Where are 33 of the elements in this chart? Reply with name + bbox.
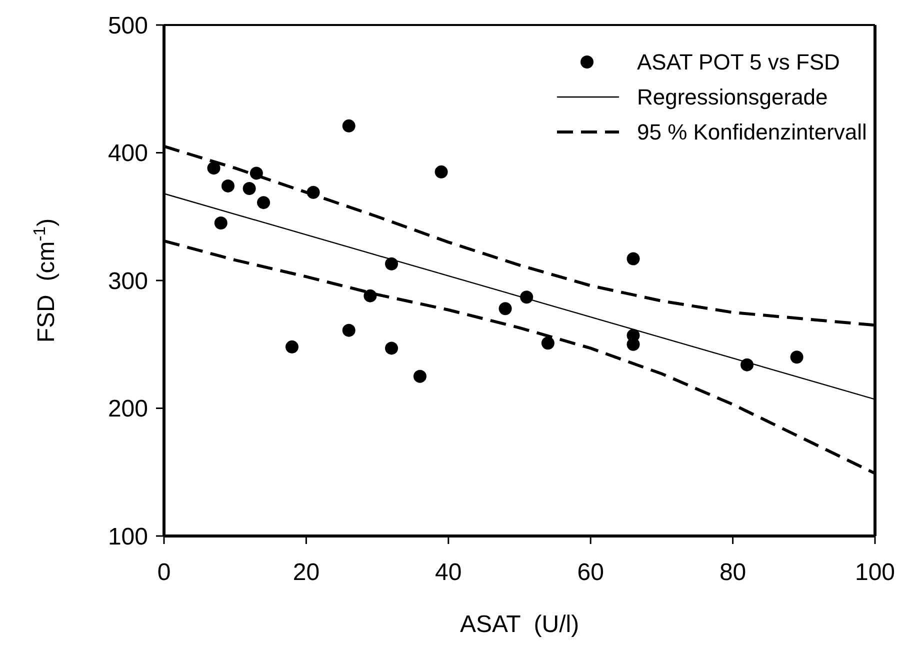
- point: [790, 350, 804, 364]
- point: [242, 182, 256, 196]
- point: [364, 289, 377, 302]
- x-tick-label: 60: [577, 559, 604, 586]
- point: [257, 196, 270, 210]
- point: [285, 340, 298, 354]
- point: [413, 370, 426, 383]
- legend-label: ASAT POT 5 vs FSD: [637, 50, 840, 75]
- x-axis-title: ASAT (U/l): [460, 611, 580, 638]
- x-tick-label: 0: [157, 559, 171, 586]
- x-tick-label: 20: [292, 559, 320, 586]
- legend-label: 95 % Konfidenzintervall: [637, 120, 867, 145]
- point: [626, 252, 640, 266]
- y-tick-label: 200: [108, 396, 148, 423]
- y-tick-label: 100: [108, 523, 148, 550]
- point: [342, 324, 356, 337]
- x-tick-label: 100: [854, 559, 896, 586]
- point: [498, 302, 512, 316]
- legend-label: Regressionsgerade: [637, 84, 828, 110]
- point: [342, 119, 356, 132]
- point: [626, 338, 640, 351]
- point: [221, 179, 234, 192]
- point: [434, 165, 448, 178]
- point: [214, 216, 228, 230]
- point: [207, 162, 220, 175]
- point: [385, 257, 398, 270]
- y-tick-label: 500: [108, 12, 148, 40]
- point: [541, 336, 554, 350]
- x-tick-label: 80: [719, 559, 746, 586]
- x-tick-label: 40: [435, 559, 462, 586]
- y-tick-label: 400: [108, 140, 148, 168]
- y-tick-label: 300: [108, 268, 148, 295]
- point: [385, 342, 398, 355]
